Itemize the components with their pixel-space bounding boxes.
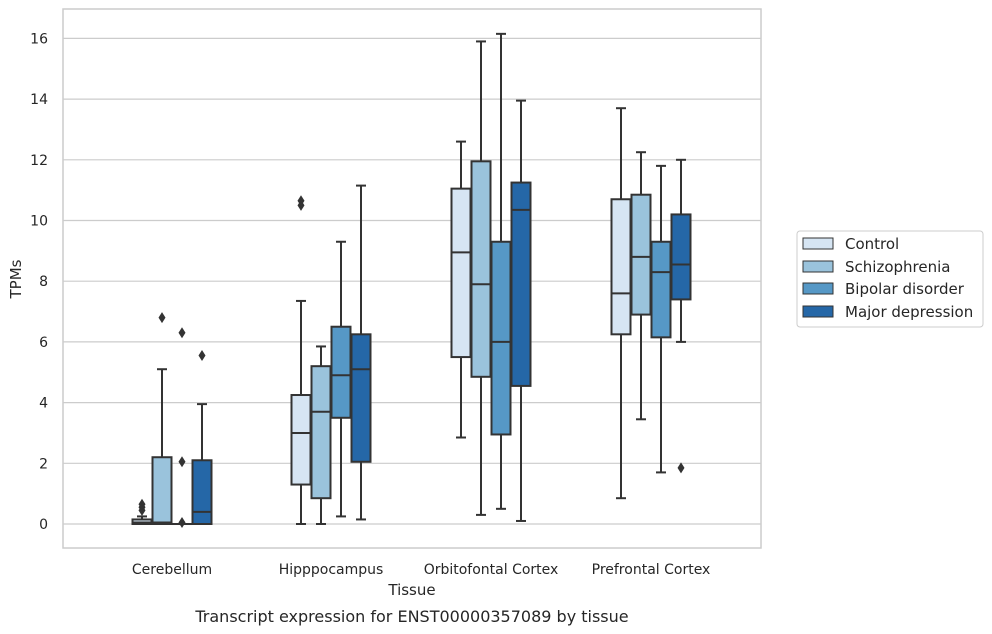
box-major-depression-hipppocampus — [350, 184, 372, 521]
box-body — [610, 198, 632, 336]
y-tick-label: 2 — [39, 456, 48, 472]
box-body — [450, 187, 472, 359]
box-schizophrenia-hipppocampus — [310, 345, 332, 525]
outlier-point — [198, 350, 206, 362]
box-major-depression-cerebellum — [191, 350, 213, 526]
legend-label-schizophrenia: Schizophrenia — [845, 258, 950, 276]
box-body — [151, 456, 173, 526]
x-tick-label: Prefrontal Cortex — [592, 562, 711, 578]
box-bipolar-disorder-hipppocampus — [330, 240, 352, 518]
box-body — [290, 394, 312, 486]
box-bipolar-disorder-prefrontal-cortex — [650, 164, 672, 474]
y-tick-label: 10 — [30, 214, 48, 230]
box-body — [630, 193, 652, 316]
y-tick-label: 14 — [30, 92, 48, 108]
box-control-cerebellum — [131, 498, 153, 526]
x-tick-labels: Cerebellum Hipppocampus Orbitofontal Corte… — [132, 562, 710, 578]
x-tick-label: Cerebellum — [132, 562, 212, 578]
y-tick-label: 12 — [30, 153, 48, 169]
box-bipolar-disorder-cerebellum — [171, 327, 193, 528]
box-major-depression-orbitofontal-cortex — [510, 99, 532, 522]
outlier-point — [178, 516, 186, 528]
box-schizophrenia-prefrontal-cortex — [630, 151, 652, 421]
box-bipolar-disorder-orbitofontal-cortex — [490, 32, 512, 510]
legend-swatch-schizophrenia — [802, 260, 834, 273]
y-axis-title: TPMs — [7, 259, 25, 299]
boxes — [131, 32, 692, 528]
box-body — [350, 333, 372, 463]
outlier-point — [677, 462, 685, 474]
y-tick-label: 6 — [39, 335, 48, 351]
y-tick-labels: 0 2 4 6 8 10 12 14 16 — [30, 31, 48, 533]
box-body — [650, 240, 672, 339]
x-axis-title: Tissue — [387, 581, 435, 599]
y-tick-label: 4 — [39, 396, 48, 412]
outlier-point — [178, 327, 186, 339]
box-body — [670, 213, 692, 301]
y-tick-label: 16 — [30, 31, 48, 47]
legend-label-bipolar-disorder: Bipolar disorder — [845, 280, 965, 298]
x-tick-label: Orbitofontal Cortex — [424, 562, 559, 578]
plot-frame — [62, 8, 762, 549]
legend-swatch-control — [802, 237, 834, 250]
y-tick-label: 0 — [39, 517, 48, 533]
chart-caption: Transcript expression for ENST0000035708… — [194, 607, 628, 626]
outlier-point — [158, 312, 166, 324]
outlier-point — [297, 195, 305, 207]
box-body — [310, 365, 332, 500]
legend-swatch-major-depression — [802, 305, 834, 318]
outlier-point — [178, 456, 186, 468]
legend-swatch-bipolar-disorder — [802, 282, 834, 295]
box-body — [191, 459, 213, 526]
outlier-point — [138, 498, 146, 510]
box-control-prefrontal-cortex — [610, 107, 632, 500]
box-body — [510, 181, 532, 387]
box-major-depression-prefrontal-cortex — [670, 158, 692, 474]
legend-label-control: Control — [845, 235, 899, 253]
legend-frame — [796, 230, 984, 328]
box-body — [490, 240, 512, 436]
box-schizophrenia-cerebellum — [151, 312, 173, 526]
box-body — [470, 160, 492, 378]
x-tick-label: Hipppocampus — [279, 562, 384, 578]
legend-label-major-depression: Major depression — [845, 303, 973, 321]
box-body — [330, 325, 352, 419]
legend: Control Schizophrenia Bipolar disorder M… — [796, 230, 984, 328]
y-tick-label: 8 — [39, 274, 48, 290]
